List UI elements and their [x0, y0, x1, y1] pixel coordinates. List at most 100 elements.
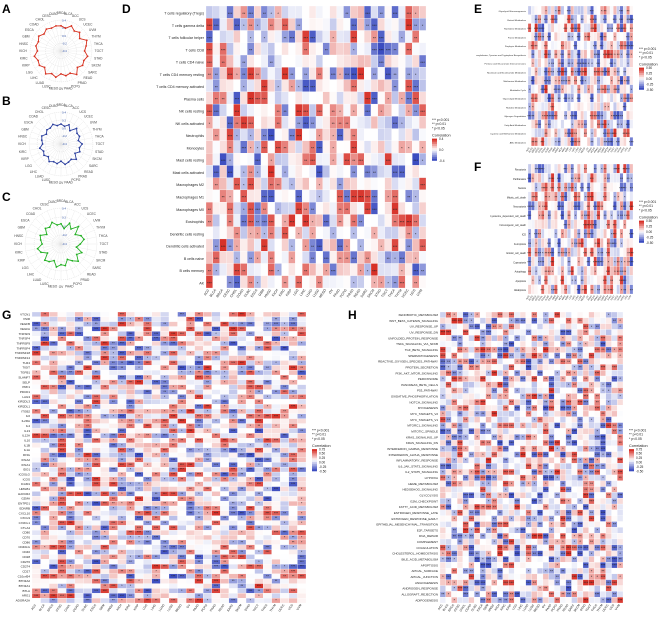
heatmap-sig-mark: **: [561, 43, 565, 48]
heatmap-sig-mark: ***: [550, 113, 555, 118]
heatmap-cell: [570, 247, 575, 257]
heatmap-sig-mark: *: [611, 78, 613, 83]
heatmap-sig-mark: ***: [573, 204, 578, 209]
heatmap-sig-mark: *: [147, 376, 149, 380]
heatmap-cell: [186, 515, 195, 521]
heatmap-cell: [281, 189, 289, 203]
heatmap-cell: [245, 408, 255, 414]
radar-tick-label: -0.4: [62, 242, 67, 246]
heatmap-cell: [186, 331, 195, 337]
heatmap-cell: [263, 462, 272, 468]
heatmap-cell: [398, 54, 406, 68]
heatmap-cell: [563, 228, 568, 239]
radar-spoke: [30, 223, 62, 245]
heatmap-sig-mark: **: [531, 140, 535, 145]
heatmap-cell: [203, 462, 212, 468]
heatmap-cell: [271, 331, 281, 337]
heatmap-legend-swatch: [639, 80, 644, 83]
panel-label-c: C: [2, 190, 11, 204]
radar-axis-label: LUAD: [35, 175, 44, 179]
heatmap-sig-mark: **: [338, 121, 342, 126]
heatmap-sig-mark: **: [44, 458, 47, 462]
heatmap-sig-mark: **: [393, 72, 397, 77]
heatmap-sig-mark: **: [544, 195, 548, 200]
heatmap-cell: [554, 266, 558, 276]
heatmap-sig-mark: ***: [197, 405, 202, 409]
heatmap-sig-mark: ***: [206, 487, 211, 491]
heatmap-sig-mark: *: [275, 477, 277, 481]
heatmap-e: * * ** *** *** * ** *** **** ** *** ****** *** ** ** **…: [476, 5, 658, 154]
heatmap-cell: [168, 316, 178, 322]
heatmap-row-label: B cells naive: [184, 257, 204, 261]
heatmap-sig-mark: ***: [629, 260, 634, 265]
heatmap-sig-mark: ***: [554, 287, 559, 292]
heatmap-sig-mark: ***: [214, 511, 219, 515]
heatmap-sig-mark: ***: [207, 48, 212, 53]
heatmap-cell: [83, 437, 93, 444]
radar-point: [39, 234, 42, 237]
heatmap-cell: [40, 408, 50, 414]
heatmap-cell: [391, 153, 399, 166]
heatmap-cell: [240, 226, 248, 240]
heatmap-cell: [297, 452, 307, 458]
heatmap-sig-mark: ***: [580, 241, 585, 246]
heatmap-sig-mark: **: [206, 385, 209, 389]
heatmap-sig-mark: ***: [214, 109, 219, 114]
heatmap-sig-mark: ***: [626, 213, 631, 218]
heatmap-cell: [377, 67, 385, 80]
heatmap-sig-mark: **: [112, 492, 115, 496]
heatmap-sig-mark: **: [223, 477, 226, 481]
heatmap-cell: [254, 316, 264, 322]
heatmap-cell: [31, 476, 41, 482]
heatmap-sig-mark: *: [374, 281, 376, 286]
radar-axis-label: LGG: [25, 164, 32, 168]
heatmap-sig-mark: *: [121, 492, 123, 496]
heatmap-sig-mark: *: [353, 109, 355, 114]
heatmap-sig-mark: ***: [560, 70, 565, 75]
heatmap-sig-mark: ***: [590, 113, 595, 118]
heatmap-sig-mark: ***: [34, 516, 39, 520]
heatmap-cell: [83, 326, 93, 332]
heatmap-sig-mark: **: [163, 390, 166, 394]
heatmap-row-label: T cells CD8: [185, 48, 204, 52]
heatmap-cell: [603, 201, 607, 211]
heatmap-sig-mark: ***: [554, 113, 559, 118]
heatmap-cell: [117, 505, 127, 511]
heatmap-cell: [245, 496, 255, 502]
heatmap-sig-mark: ***: [563, 26, 568, 31]
heatmap-cell: [100, 486, 110, 492]
heatmap-sig-mark: **: [604, 140, 608, 145]
radar-axis-label: UCEC: [83, 22, 93, 26]
heatmap-sig-mark: *: [339, 109, 341, 114]
radar-axis-label: COAD: [29, 115, 39, 119]
heatmap-sig-mark: *: [549, 61, 551, 66]
radar-tick-label: -0.4: [62, 142, 67, 146]
heatmap-sig-mark: **: [181, 492, 184, 496]
radar-spoke: [60, 243, 82, 275]
heatmap-cell: [329, 165, 337, 178]
heatmap-sig-mark: ***: [629, 232, 634, 237]
heatmap-sig-mark: *: [241, 409, 243, 413]
heatmap-cell: [226, 54, 234, 68]
heatmap-sig-mark: ***: [540, 87, 545, 92]
heatmap-cell: [160, 428, 170, 434]
heatmap-sig-mark: **: [604, 287, 608, 292]
heatmap-cell: [228, 433, 238, 439]
radar-point: [65, 74, 67, 77]
heatmap-sig-mark: **: [558, 87, 562, 92]
radar-axis-label: HNSC: [14, 234, 24, 238]
heatmap-cell: [168, 374, 178, 381]
heatmap-legend-swatch: [432, 155, 437, 158]
radar-point: [75, 73, 78, 76]
heatmap-cell: [74, 486, 84, 492]
radar-spoke: [30, 50, 62, 58]
heatmap-cell: [91, 467, 101, 473]
heatmap-sig-mark: ***: [338, 133, 343, 138]
heatmap-cell: [203, 418, 212, 424]
heatmap-sig-mark: **: [571, 70, 575, 75]
heatmap-cell: [40, 496, 50, 502]
radar-axis-label: PAAD: [64, 181, 73, 185]
heatmap-sig-mark: **: [577, 241, 581, 246]
heatmap-row-label: T cells follicular helper: [169, 36, 205, 40]
heatmap-sig-mark: *: [332, 35, 334, 40]
